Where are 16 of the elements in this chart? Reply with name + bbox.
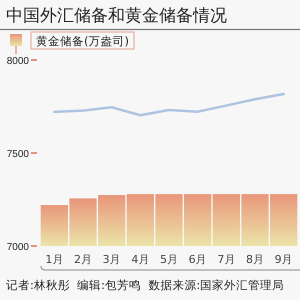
x-tick-label: 9月 <box>274 253 293 266</box>
x-tick-label: 4月 <box>131 253 150 266</box>
x-tick-label: 5月 <box>160 253 178 266</box>
x-tick-label: 7月 <box>217 253 236 266</box>
chart-title: 中国外汇储备和黄金储备情况 <box>6 6 227 26</box>
y-tick-label: 8000 <box>6 56 30 67</box>
x-tick-label: 2月 <box>74 253 92 266</box>
x-tick-label: 1月 <box>45 253 64 266</box>
x-tick-label: 6月 <box>188 253 207 266</box>
x-tick-label: 3月 <box>102 253 121 266</box>
line-series <box>53 92 285 116</box>
y-tick-label: 7500 <box>6 149 30 160</box>
y-tick-label: 7000 <box>6 242 30 253</box>
x-tick-label: 8月 <box>246 253 264 266</box>
text: 记者:林秋彤 编辑:包芳鸣 数据来源:国家外汇管理局 <box>6 278 284 292</box>
legend-label: 黄金储备(万盎司) <box>36 34 129 48</box>
